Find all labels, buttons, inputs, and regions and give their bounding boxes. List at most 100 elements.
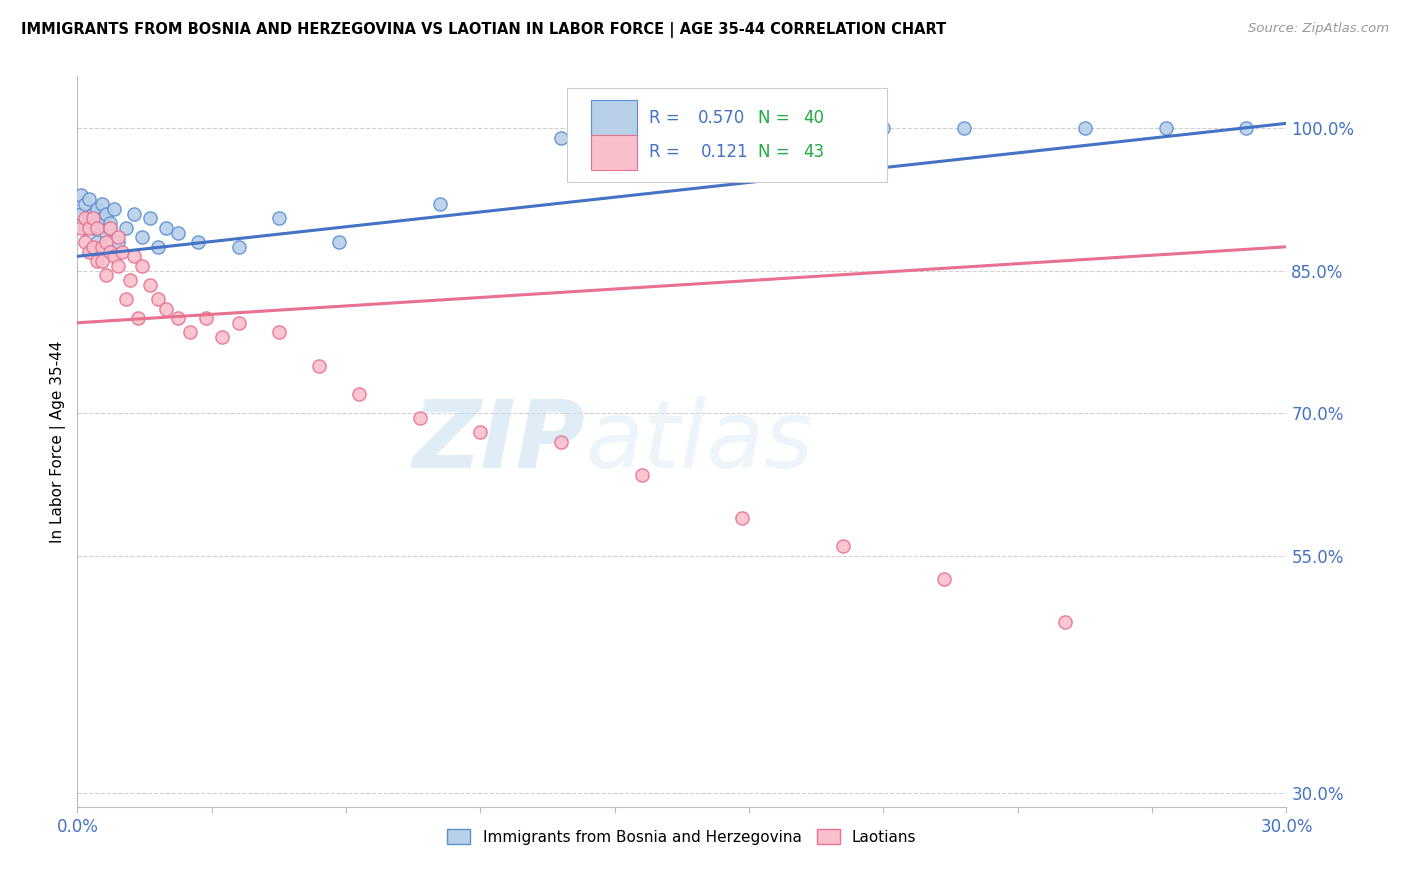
Text: 43: 43 [803, 144, 824, 161]
Point [75, 235, 97, 249]
Point [349, 387, 371, 401]
Point [429, 197, 451, 211]
Point [167, 226, 190, 240]
Point [731, 510, 754, 524]
Point [1074, 121, 1097, 136]
Point [70, 187, 93, 202]
Text: R =: R = [650, 144, 690, 161]
Point [127, 311, 149, 326]
Point [70, 206, 93, 220]
Point [1053, 615, 1076, 629]
Point [195, 311, 218, 326]
Text: 0.570: 0.570 [697, 109, 745, 127]
Point [228, 316, 250, 330]
Point [267, 211, 290, 226]
Text: N =: N = [758, 144, 794, 161]
Point [179, 326, 201, 340]
Point [94, 206, 117, 220]
Point [107, 259, 129, 273]
Point [90, 254, 112, 268]
Point [228, 240, 250, 254]
Point [82, 206, 104, 220]
Point [94, 226, 117, 240]
Point [308, 359, 330, 373]
Point [90, 240, 112, 254]
Point [131, 259, 153, 273]
Point [122, 206, 145, 220]
Point [103, 202, 125, 216]
Point [1154, 121, 1177, 136]
Point [114, 220, 136, 235]
Point [328, 235, 350, 249]
Point [267, 326, 290, 340]
Text: atlas: atlas [585, 396, 814, 487]
Text: R =: R = [650, 109, 685, 127]
Point [187, 235, 209, 249]
Point [86, 216, 108, 230]
Point [86, 254, 108, 268]
Point [75, 211, 97, 226]
Point [94, 268, 117, 283]
Point [792, 121, 814, 136]
Point [79, 216, 101, 230]
Point [82, 240, 104, 254]
Point [167, 311, 190, 326]
Point [70, 220, 93, 235]
Point [103, 249, 125, 263]
Point [94, 235, 117, 249]
Point [107, 235, 129, 249]
Text: Source: ZipAtlas.com: Source: ZipAtlas.com [1249, 22, 1389, 36]
Point [86, 220, 108, 235]
Text: 40: 40 [803, 109, 824, 127]
Point [79, 211, 101, 226]
Point [872, 121, 894, 136]
Point [118, 273, 141, 287]
Point [146, 240, 169, 254]
Point [139, 277, 162, 292]
Point [90, 211, 112, 226]
Point [155, 220, 177, 235]
Point [550, 130, 572, 145]
Point [832, 539, 855, 553]
Point [79, 192, 101, 206]
Point [122, 249, 145, 263]
Point [146, 292, 169, 306]
Point [82, 220, 104, 235]
Text: ZIP: ZIP [412, 395, 585, 488]
Point [131, 230, 153, 244]
Point [671, 121, 693, 136]
Text: 0.121: 0.121 [702, 144, 749, 161]
Point [98, 216, 121, 230]
FancyBboxPatch shape [567, 88, 887, 182]
Point [211, 330, 233, 344]
Point [550, 434, 572, 449]
Point [107, 230, 129, 244]
Point [98, 220, 121, 235]
Point [79, 220, 101, 235]
Y-axis label: In Labor Force | Age 35-44: In Labor Force | Age 35-44 [51, 341, 66, 542]
Point [953, 121, 976, 136]
Point [139, 211, 162, 226]
Point [75, 220, 97, 235]
Point [86, 235, 108, 249]
Point [470, 425, 492, 439]
Point [1234, 121, 1257, 136]
Point [90, 197, 112, 211]
FancyBboxPatch shape [592, 100, 637, 136]
Point [86, 202, 108, 216]
Text: IMMIGRANTS FROM BOSNIA AND HERZEGOVINA VS LAOTIAN IN LABOR FORCE | AGE 35-44 COR: IMMIGRANTS FROM BOSNIA AND HERZEGOVINA V… [21, 22, 946, 38]
Point [114, 292, 136, 306]
Legend: Immigrants from Bosnia and Herzegovina, Laotians: Immigrants from Bosnia and Herzegovina, … [441, 822, 922, 851]
Point [98, 244, 121, 259]
Point [155, 301, 177, 316]
Point [98, 220, 121, 235]
Point [79, 244, 101, 259]
Point [75, 197, 97, 211]
Point [630, 467, 652, 482]
Point [932, 572, 955, 586]
Point [409, 410, 432, 425]
Point [82, 211, 104, 226]
Text: N =: N = [758, 109, 794, 127]
FancyBboxPatch shape [592, 135, 637, 170]
Point [111, 244, 134, 259]
